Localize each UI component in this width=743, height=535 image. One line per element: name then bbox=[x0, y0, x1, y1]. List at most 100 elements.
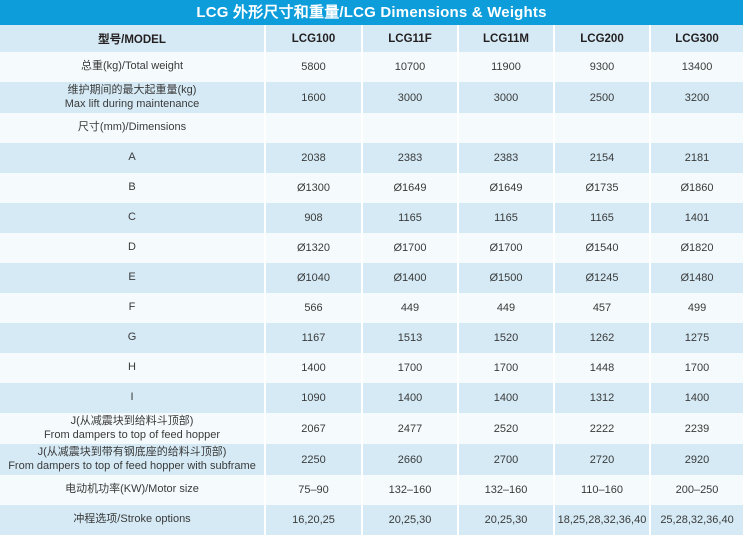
row-label-cn: E bbox=[128, 271, 136, 284]
value-cell: Ø1649 bbox=[458, 173, 555, 203]
value-cell: 1312 bbox=[554, 383, 651, 413]
row-label-cn: 维护期间的最大起重量(kg) bbox=[67, 83, 197, 96]
row-label-cn: 尺寸(mm)/Dimensions bbox=[77, 121, 187, 134]
value-cell: 2520 bbox=[458, 413, 555, 444]
table-row: 维护期间的最大起重量(kg) Max lift during maintenanc… bbox=[0, 82, 743, 113]
value-cell: 200–250 bbox=[650, 475, 743, 505]
row-label-cn: J(从减震块到给料斗顶部) bbox=[70, 414, 194, 427]
table-row: E Ø1040 Ø1400 Ø1500 Ø1245 Ø1480 bbox=[0, 263, 743, 293]
table-row: 尺寸(mm)/Dimensions bbox=[0, 113, 743, 143]
value-cell: 2920 bbox=[650, 444, 743, 475]
value-cell: 10700 bbox=[362, 52, 459, 82]
row-label-cn: H bbox=[128, 361, 136, 374]
row-label: D bbox=[0, 233, 266, 263]
value-cell: 1165 bbox=[458, 203, 555, 233]
value-cell: 1165 bbox=[362, 203, 459, 233]
table-row: 电动机功率(KW)/Motor size 75–90 132–160 132–160 1… bbox=[0, 475, 743, 505]
value-cell: 5800 bbox=[265, 52, 363, 82]
value-cell: 18,25,28,32,36,40 bbox=[554, 505, 651, 535]
value-cell: 908 bbox=[265, 203, 363, 233]
table-row: 冲程选项/Stroke options 16,20,25 20,25,30 20,25… bbox=[0, 505, 743, 535]
value-cell: Ø1300 bbox=[265, 173, 363, 203]
value-cell: 2038 bbox=[265, 143, 363, 173]
value-cell: Ø1320 bbox=[265, 233, 363, 263]
row-label-cn: 冲程选项/Stroke options bbox=[73, 513, 191, 526]
value-cell: 1165 bbox=[554, 203, 651, 233]
value-cell: 2660 bbox=[362, 444, 459, 475]
row-label: J(从减震块到带有钢底座的给料斗顶部) From dampers to top o… bbox=[0, 444, 266, 475]
value-cell: 449 bbox=[362, 293, 459, 323]
value-cell: 1400 bbox=[362, 383, 459, 413]
value-cell: 1448 bbox=[554, 353, 651, 383]
value-cell: 1600 bbox=[265, 82, 363, 113]
value-cell: 1401 bbox=[650, 203, 743, 233]
value-cell: Ø1860 bbox=[650, 173, 743, 203]
value-cell: 457 bbox=[554, 293, 651, 323]
column-header-model: 型号/MODEL bbox=[0, 25, 266, 52]
value-cell: 3000 bbox=[458, 82, 555, 113]
row-label: 维护期间的最大起重量(kg) Max lift during maintenanc… bbox=[0, 82, 266, 113]
row-label-cn: 电动机功率(KW)/Motor size bbox=[65, 483, 199, 496]
row-label: C bbox=[0, 203, 266, 233]
value-cell: 20,25,30 bbox=[362, 505, 459, 535]
value-cell bbox=[362, 113, 459, 143]
value-cell: 20,25,30 bbox=[458, 505, 555, 535]
value-cell: 1700 bbox=[650, 353, 743, 383]
value-cell: Ø1245 bbox=[554, 263, 651, 293]
row-label-en: From dampers to top of feed hopper bbox=[43, 428, 221, 441]
value-cell: 1400 bbox=[650, 383, 743, 413]
row-label: 总重(kg)/Total weight bbox=[0, 52, 266, 82]
row-label: B bbox=[0, 173, 266, 203]
column-header-lcg100: LCG100 bbox=[265, 25, 363, 52]
row-label-en: Max lift during maintenance bbox=[64, 97, 200, 110]
value-cell: 3200 bbox=[650, 82, 743, 113]
value-cell: 2250 bbox=[265, 444, 363, 475]
row-label: H bbox=[0, 353, 266, 383]
row-label-cn: F bbox=[128, 301, 136, 314]
value-cell bbox=[265, 113, 363, 143]
value-cell: 2154 bbox=[554, 143, 651, 173]
row-label-cn: G bbox=[127, 331, 137, 344]
table-row: J(从减震块到给料斗顶部) From dampers to top of feed… bbox=[0, 413, 743, 444]
value-cell: 2383 bbox=[458, 143, 555, 173]
value-cell: 25,28,32,36,40 bbox=[650, 505, 743, 535]
value-cell: 1167 bbox=[265, 323, 363, 353]
row-label: I bbox=[0, 383, 266, 413]
value-cell bbox=[458, 113, 555, 143]
value-cell: 2239 bbox=[650, 413, 743, 444]
value-cell: 1520 bbox=[458, 323, 555, 353]
table-row: 总重(kg)/Total weight 5800 10700 11900 9300 134… bbox=[0, 52, 743, 82]
value-cell: 2500 bbox=[554, 82, 651, 113]
row-label-cn: I bbox=[130, 391, 134, 404]
row-label-cn: A bbox=[128, 151, 136, 164]
value-cell bbox=[554, 113, 651, 143]
value-cell: Ø1400 bbox=[362, 263, 459, 293]
value-cell: 1262 bbox=[554, 323, 651, 353]
value-cell: 2383 bbox=[362, 143, 459, 173]
value-cell: 1700 bbox=[362, 353, 459, 383]
value-cell: 16,20,25 bbox=[265, 505, 363, 535]
value-cell: Ø1040 bbox=[265, 263, 363, 293]
value-cell: 132–160 bbox=[362, 475, 459, 505]
column-header-lcg11m: LCG11M bbox=[458, 25, 555, 52]
value-cell: 1400 bbox=[458, 383, 555, 413]
value-cell: 2700 bbox=[458, 444, 555, 475]
value-cell: Ø1500 bbox=[458, 263, 555, 293]
value-cell: 1513 bbox=[362, 323, 459, 353]
table-row: D Ø1320 Ø1700 Ø1700 Ø1540 Ø1820 bbox=[0, 233, 743, 263]
value-cell: 2720 bbox=[554, 444, 651, 475]
row-label: A bbox=[0, 143, 266, 173]
value-cell: Ø1700 bbox=[458, 233, 555, 263]
row-label: F bbox=[0, 293, 266, 323]
value-cell: Ø1700 bbox=[362, 233, 459, 263]
value-cell: 1700 bbox=[458, 353, 555, 383]
column-header-row: 型号/MODEL LCG100 LCG11F LCG11M LCG200 LCG… bbox=[0, 25, 743, 52]
table-row: G 1167 1513 1520 1262 1275 bbox=[0, 323, 743, 353]
value-cell: 13400 bbox=[650, 52, 743, 82]
column-header-lcg200: LCG200 bbox=[554, 25, 651, 52]
value-cell: 3000 bbox=[362, 82, 459, 113]
row-label-cn: B bbox=[128, 181, 136, 194]
value-cell bbox=[650, 113, 743, 143]
value-cell: 110–160 bbox=[554, 475, 651, 505]
